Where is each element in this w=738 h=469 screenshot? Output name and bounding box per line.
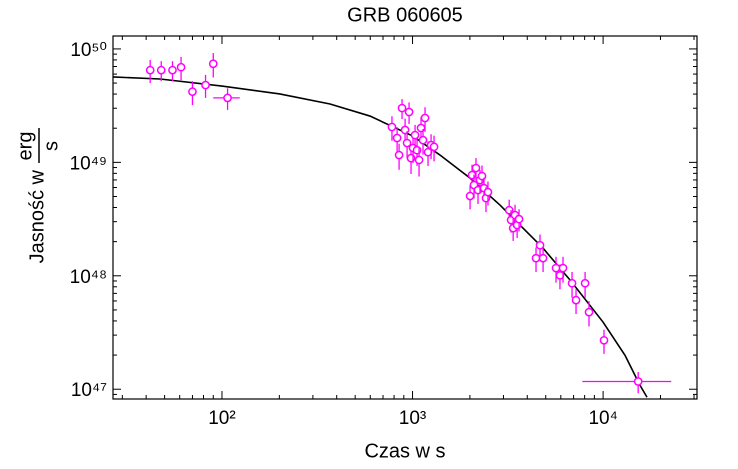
x-tick-label: 10³ (399, 408, 426, 429)
data-point (514, 214, 524, 224)
data-point (571, 295, 581, 305)
data-point (483, 187, 493, 197)
data-point (471, 163, 481, 173)
data-point (580, 278, 590, 288)
x-tick-label: 10⁴ (588, 408, 617, 429)
data-point (394, 150, 404, 160)
plot-frame (112, 35, 698, 400)
data-point (567, 278, 577, 288)
data-point (538, 253, 548, 263)
data-point (410, 130, 420, 140)
x-tick-label: 10² (208, 408, 235, 429)
data-point (188, 87, 197, 97)
data-point (392, 133, 402, 143)
y-tick-label: 10⁴⁷ (71, 380, 107, 401)
data-point (404, 107, 414, 117)
data-point (558, 263, 568, 273)
data-point (402, 138, 412, 148)
chart-title: GRB 060605 (347, 4, 463, 26)
data-point (387, 122, 397, 132)
data-point (145, 65, 155, 75)
plot-area (113, 53, 672, 398)
data-point (584, 307, 594, 317)
data-point (208, 59, 218, 69)
y-axis-label-text: Jasność w (26, 169, 48, 263)
data-point (535, 240, 545, 250)
data-point (418, 135, 428, 145)
y-tick-label: 10⁵⁰ (70, 40, 107, 61)
data-point (633, 377, 643, 386)
data-point (397, 103, 407, 113)
data-point (223, 93, 232, 103)
data-point (414, 155, 424, 165)
y-axis-unit-numerator: erg (14, 132, 36, 161)
data-point (168, 65, 177, 75)
y-axis-label: Jasność w erg s (14, 128, 62, 263)
y-tick-label: 10⁴⁸ (70, 267, 107, 288)
data-point (531, 253, 541, 263)
data-point (156, 65, 166, 75)
data-point (551, 263, 561, 273)
data-point (420, 113, 430, 123)
data-point (599, 335, 609, 345)
x-axis-label: Czas w s (364, 440, 445, 462)
data-point (465, 191, 475, 201)
data-point (176, 62, 186, 72)
data-point (201, 80, 210, 90)
y-tick-label: 10⁴⁹ (70, 153, 107, 174)
y-axis-unit-denominator: s (40, 141, 62, 151)
data-point (429, 142, 439, 152)
fit-curve (113, 76, 648, 398)
